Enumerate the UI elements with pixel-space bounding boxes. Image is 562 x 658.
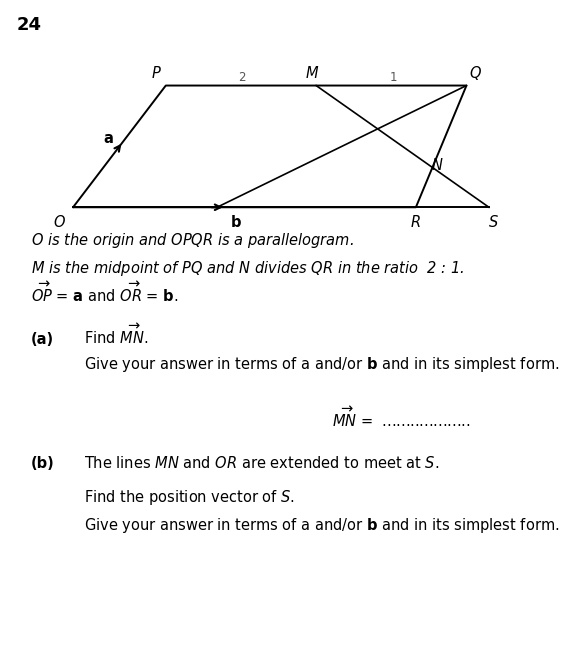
Text: Find $\overrightarrow{MN}$.: Find $\overrightarrow{MN}$. [84, 322, 149, 347]
Text: $M$ is the midpoint of $PQ$ and $N$ divides $QR$ in the ratio  2 : 1.: $M$ is the midpoint of $PQ$ and $N$ divi… [31, 259, 464, 278]
Text: S: S [489, 215, 498, 230]
Text: b: b [231, 215, 241, 230]
Text: P: P [151, 66, 160, 81]
Text: R: R [411, 215, 421, 230]
Text: (a): (a) [31, 332, 54, 347]
Text: Give your answer in terms of a and/or $\mathbf{b}$ and in its simplest form.: Give your answer in terms of a and/or $\… [84, 516, 560, 535]
Text: N: N [432, 159, 443, 173]
Text: Q: Q [469, 66, 481, 81]
Text: 2: 2 [238, 71, 246, 84]
Text: Give your answer in terms of a and/or $\mathbf{b}$ and in its simplest form.: Give your answer in terms of a and/or $\… [84, 355, 560, 374]
Text: The lines $MN$ and $OR$ are extended to meet at $S$.: The lines $MN$ and $OR$ are extended to … [84, 455, 439, 471]
Text: Find the position vector of $S$.: Find the position vector of $S$. [84, 488, 296, 507]
Text: $O$ is the origin and $OPQR$ is a parallelogram.: $O$ is the origin and $OPQR$ is a parall… [31, 231, 353, 250]
Text: (b): (b) [31, 456, 55, 471]
Text: 1: 1 [389, 71, 397, 84]
Text: O: O [53, 215, 65, 230]
Text: a: a [103, 131, 113, 145]
Text: $\overrightarrow{OP}$ = $\mathbf{a}$ and $\overrightarrow{OR}$ = $\mathbf{b}$.: $\overrightarrow{OP}$ = $\mathbf{a}$ and… [31, 281, 178, 305]
Text: $\overrightarrow{MN}$ =  ...................: $\overrightarrow{MN}$ = ................… [332, 405, 470, 430]
Text: 24: 24 [17, 16, 42, 34]
Text: M: M [306, 66, 318, 81]
